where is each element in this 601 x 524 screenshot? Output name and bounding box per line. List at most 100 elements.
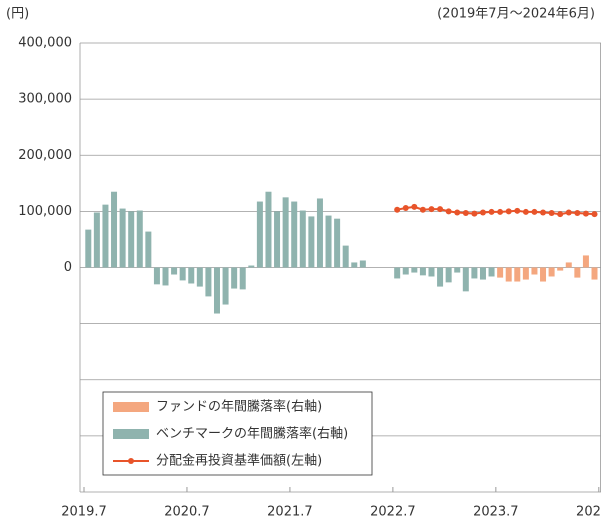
bar — [411, 267, 418, 273]
point — [419, 206, 426, 213]
x-tick-label: 2022.7 — [370, 505, 416, 520]
point — [557, 211, 564, 218]
point — [428, 206, 435, 213]
y-tick-label: 0 — [64, 260, 72, 275]
bar — [119, 208, 126, 268]
bar — [402, 267, 409, 275]
bar — [351, 262, 358, 268]
legend: ファンドの年間騰落率(右軸) ベンチマークの年間騰落率(右軸) 分配金再投資基準価額… — [102, 391, 373, 476]
legend-swatch — [128, 458, 134, 464]
legend-swatch — [113, 429, 149, 439]
bar — [213, 267, 220, 314]
y-tick-label: 400,000 — [18, 36, 72, 51]
bar — [248, 265, 255, 268]
y-tick-label: 100,000 — [18, 204, 72, 219]
bar — [265, 191, 272, 268]
point — [591, 211, 598, 218]
bar — [488, 267, 495, 277]
x-tick-label: 2024.7 — [576, 505, 601, 520]
x-tick-label: 2023.7 — [473, 505, 519, 520]
bar — [274, 211, 281, 268]
bar — [557, 267, 564, 271]
bar — [102, 204, 109, 268]
point — [574, 210, 581, 217]
x-tick-label: 2020.7 — [164, 505, 210, 520]
bar — [462, 267, 469, 292]
bar — [111, 191, 118, 268]
y-unit: (円) — [6, 7, 29, 22]
bar — [574, 267, 581, 278]
bar — [231, 267, 238, 289]
bar — [196, 267, 203, 287]
y-tick-label: 300,000 — [18, 92, 72, 107]
bar — [256, 201, 263, 268]
bar — [299, 210, 306, 268]
point — [402, 205, 409, 212]
bar — [437, 267, 444, 287]
point — [522, 208, 529, 215]
bar — [325, 215, 332, 268]
bar — [342, 245, 349, 268]
bar — [128, 211, 135, 268]
bar — [171, 267, 178, 275]
y-tick-label: 200,000 — [18, 148, 72, 163]
bar — [531, 267, 538, 275]
point — [540, 209, 547, 216]
x-tick-label: 2021.7 — [267, 505, 313, 520]
bar — [514, 267, 521, 282]
bar — [205, 267, 212, 297]
bar — [162, 267, 169, 286]
bar — [291, 201, 298, 268]
bar — [548, 267, 555, 277]
bar — [394, 267, 401, 279]
line — [396, 205, 595, 216]
bar — [239, 267, 246, 290]
period: (2019年7月〜2024年6月) — [437, 7, 595, 22]
x-tick-label: 2019.7 — [61, 505, 107, 520]
bar — [497, 267, 504, 278]
point — [445, 208, 452, 215]
point — [394, 206, 401, 213]
point — [531, 208, 538, 215]
point — [471, 210, 478, 217]
bar — [359, 260, 366, 268]
legend-label: 分配金再投資基準価額(左軸) — [156, 453, 322, 469]
bar — [179, 267, 186, 281]
point — [411, 203, 418, 210]
legend-label: ベンチマークの年間騰落率(右軸) — [156, 426, 348, 442]
bar — [445, 267, 452, 283]
point — [565, 209, 572, 216]
bar — [479, 267, 486, 280]
bar — [93, 212, 100, 268]
point — [437, 206, 444, 213]
bar — [540, 267, 547, 282]
bar — [136, 210, 143, 268]
point — [454, 209, 461, 216]
bar — [565, 262, 572, 268]
bar — [471, 267, 478, 279]
point — [505, 208, 512, 215]
point — [488, 208, 495, 215]
point — [548, 210, 555, 217]
bar — [522, 267, 529, 280]
bar — [505, 267, 512, 282]
bar — [454, 267, 461, 273]
legend-swatch — [113, 402, 149, 412]
bar — [428, 267, 435, 277]
point — [462, 210, 469, 217]
bar — [222, 267, 229, 305]
bar — [85, 229, 92, 268]
point — [497, 208, 504, 215]
point — [582, 210, 589, 217]
point — [479, 209, 486, 216]
bar — [334, 218, 341, 268]
bar — [419, 267, 426, 276]
point — [514, 207, 521, 214]
bar — [153, 267, 160, 285]
bar — [316, 198, 323, 268]
bar — [582, 255, 589, 268]
bar — [591, 267, 598, 280]
bar — [188, 267, 195, 284]
legend-label: ファンドの年間騰落率(右軸) — [156, 399, 322, 415]
